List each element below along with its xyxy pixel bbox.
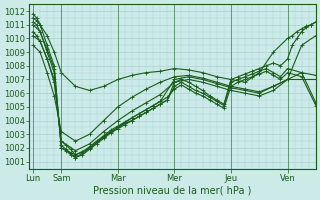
X-axis label: Pression niveau de la mer( hPa ): Pression niveau de la mer( hPa )	[93, 186, 252, 196]
